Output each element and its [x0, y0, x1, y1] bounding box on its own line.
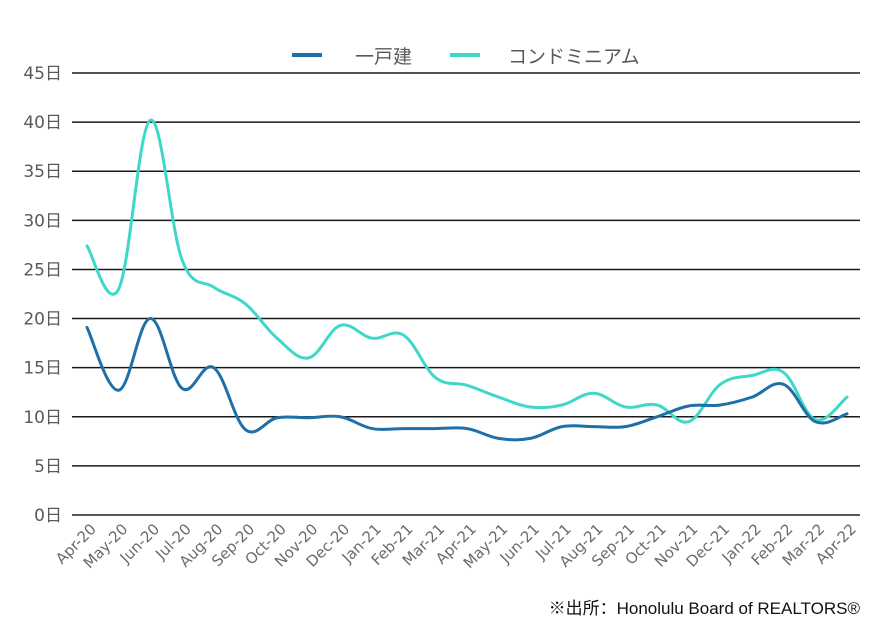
y-axis: 0日 5日 10日 15日 20日 25日 30日 35日 40日 45日 — [23, 64, 62, 526]
y-tick-label: 10日 — [23, 408, 62, 428]
series-line-condominium — [85, 118, 849, 424]
y-tick-label: 0日 — [34, 506, 62, 526]
x-axis: Apr-20May-20Jun-20Jul-20Aug-20Sep-20Oct-… — [52, 520, 860, 572]
gridlines — [72, 72, 860, 516]
series-lines — [85, 118, 849, 442]
y-tick-label: 15日 — [23, 359, 62, 379]
legend-label-single-family: 一戸建 — [355, 46, 412, 68]
series-line-single-family — [85, 317, 849, 442]
y-tick-label: 40日 — [23, 113, 62, 133]
y-tick-label: 30日 — [23, 211, 62, 231]
y-tick-label: 45日 — [23, 64, 62, 84]
y-tick-label: 35日 — [23, 162, 62, 182]
y-tick-label: 25日 — [23, 260, 62, 280]
legend: 一戸建 コンドミニアム — [292, 46, 640, 68]
source-note: ※出所：Honolulu Board of REALTORS® — [548, 599, 860, 618]
y-tick-label: 20日 — [23, 310, 62, 330]
y-tick-label: 5日 — [34, 457, 62, 477]
legend-label-condominium: コンドミニアム — [508, 46, 640, 68]
